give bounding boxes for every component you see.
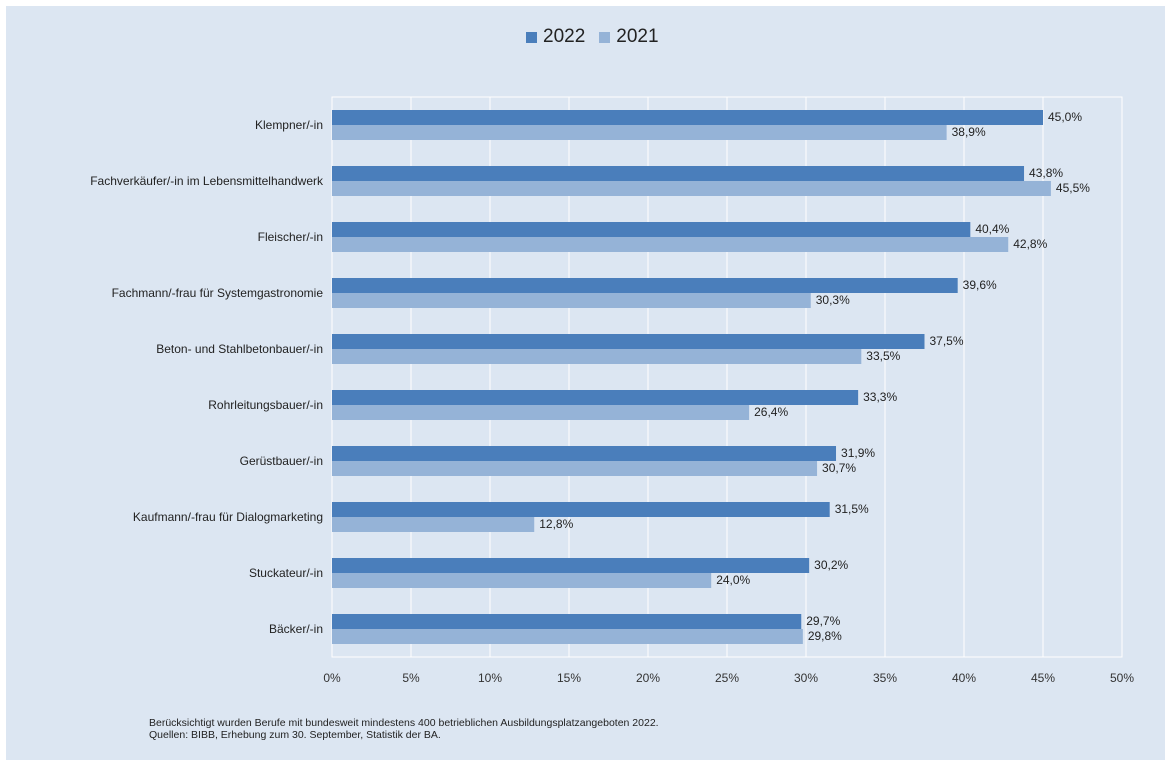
data-label-2022: 40,4%	[975, 222, 1009, 236]
data-label-2022: 43,8%	[1029, 166, 1063, 180]
bar-2021	[332, 517, 535, 532]
x-tick-label: 35%	[873, 671, 897, 685]
bar-2021	[332, 237, 1009, 252]
data-label-2021: 12,8%	[539, 517, 573, 531]
x-tick-label: 45%	[1031, 671, 1055, 685]
category-label: Klempner/-in	[255, 118, 323, 132]
bar-2022	[332, 278, 958, 293]
bar-chart: 0% 5% 10% 15% 20% 25% 30% 35% 40% 45% 50% Klempner/…	[90, 96, 1134, 685]
data-label-2021: 30,3%	[816, 293, 850, 307]
x-tick-label: 40%	[952, 671, 976, 685]
footnote-line-1: Berücksichtigt wurden Berufe mit bundesw…	[149, 717, 659, 729]
category-label: Fachverkäufer/-in im Lebensmittelhandwer…	[90, 174, 324, 188]
footnote-line-2: Quellen: BIBB, Erhebung zum 30. Septembe…	[149, 729, 441, 741]
data-label-2021: 33,5%	[866, 349, 900, 363]
data-label-2021: 26,4%	[754, 405, 788, 419]
bar-2021	[332, 573, 712, 588]
category-label: Fleischer/-in	[258, 230, 323, 244]
bar-2022	[332, 502, 830, 517]
legend-item-2022: 2022	[526, 26, 585, 48]
bar-2021	[332, 349, 862, 364]
category-label: Beton- und Stahlbetonbauer/-in	[156, 342, 323, 356]
bar-2021	[332, 461, 818, 476]
chart-container: 2022 2021 0% 5% 10% 15% 20% 25% 30% 35% 40% 45% 50…	[6, 6, 1165, 760]
data-label-2021: 29,8%	[808, 629, 842, 643]
data-label-2022: 31,9%	[841, 446, 875, 460]
category-label: Kaufmann/-frau für Dialogmarketing	[133, 510, 323, 524]
legend: 2022 2021	[526, 26, 659, 48]
data-label-2021: 42,8%	[1013, 237, 1047, 251]
bar-2021	[332, 181, 1051, 196]
legend-label-2022: 2022	[543, 26, 586, 47]
data-label-2022: 31,5%	[835, 502, 869, 516]
data-label-2021: 38,9%	[952, 125, 986, 139]
bar-2021	[332, 405, 750, 420]
bar-2021	[332, 293, 811, 308]
bar-2022	[332, 558, 810, 573]
legend-swatch-2022	[526, 31, 537, 43]
x-tick-label: 15%	[557, 671, 581, 685]
data-label-2021: 24,0%	[716, 573, 750, 587]
legend-label-2021: 2021	[616, 26, 659, 47]
data-label-2022: 30,2%	[814, 558, 848, 572]
x-tick-label: 30%	[794, 671, 818, 685]
category-label: Bäcker/-in	[269, 622, 323, 636]
data-label-2021: 45,5%	[1056, 181, 1090, 195]
data-label-2021: 30,7%	[822, 461, 856, 475]
bar-2022	[332, 614, 802, 629]
x-tick-label: 10%	[478, 671, 502, 685]
bar-2022	[332, 222, 971, 237]
bar-2022	[332, 110, 1043, 125]
bar-2021	[332, 125, 947, 140]
bar-2022	[332, 166, 1025, 181]
data-label-2022: 29,7%	[806, 614, 840, 628]
x-tick-label: 5%	[402, 671, 420, 685]
x-tick-label: 0%	[323, 671, 341, 685]
bar-2021	[332, 629, 803, 644]
data-label-2022: 33,3%	[863, 390, 897, 404]
category-label: Gerüstbauer/-in	[240, 454, 323, 468]
bar-2022	[332, 390, 859, 405]
x-tick-label: 20%	[636, 671, 660, 685]
x-tick-label: 25%	[715, 671, 739, 685]
x-tick-label: 50%	[1110, 671, 1134, 685]
data-label-2022: 39,6%	[963, 278, 997, 292]
category-label: Rohrleitungsbauer/-in	[208, 398, 323, 412]
data-label-2022: 37,5%	[930, 334, 964, 348]
bar-2022	[332, 446, 837, 461]
category-label: Fachmann/-frau für Systemgastronomie	[112, 286, 324, 300]
footnote: Berücksichtigt wurden Berufe mit bundesw…	[149, 717, 659, 741]
bar-2022	[332, 334, 925, 349]
category-label: Stuckateur/-in	[249, 566, 323, 580]
legend-item-2021: 2021	[599, 26, 659, 48]
data-label-2022: 45,0%	[1048, 110, 1082, 124]
legend-swatch-2021	[599, 31, 611, 43]
